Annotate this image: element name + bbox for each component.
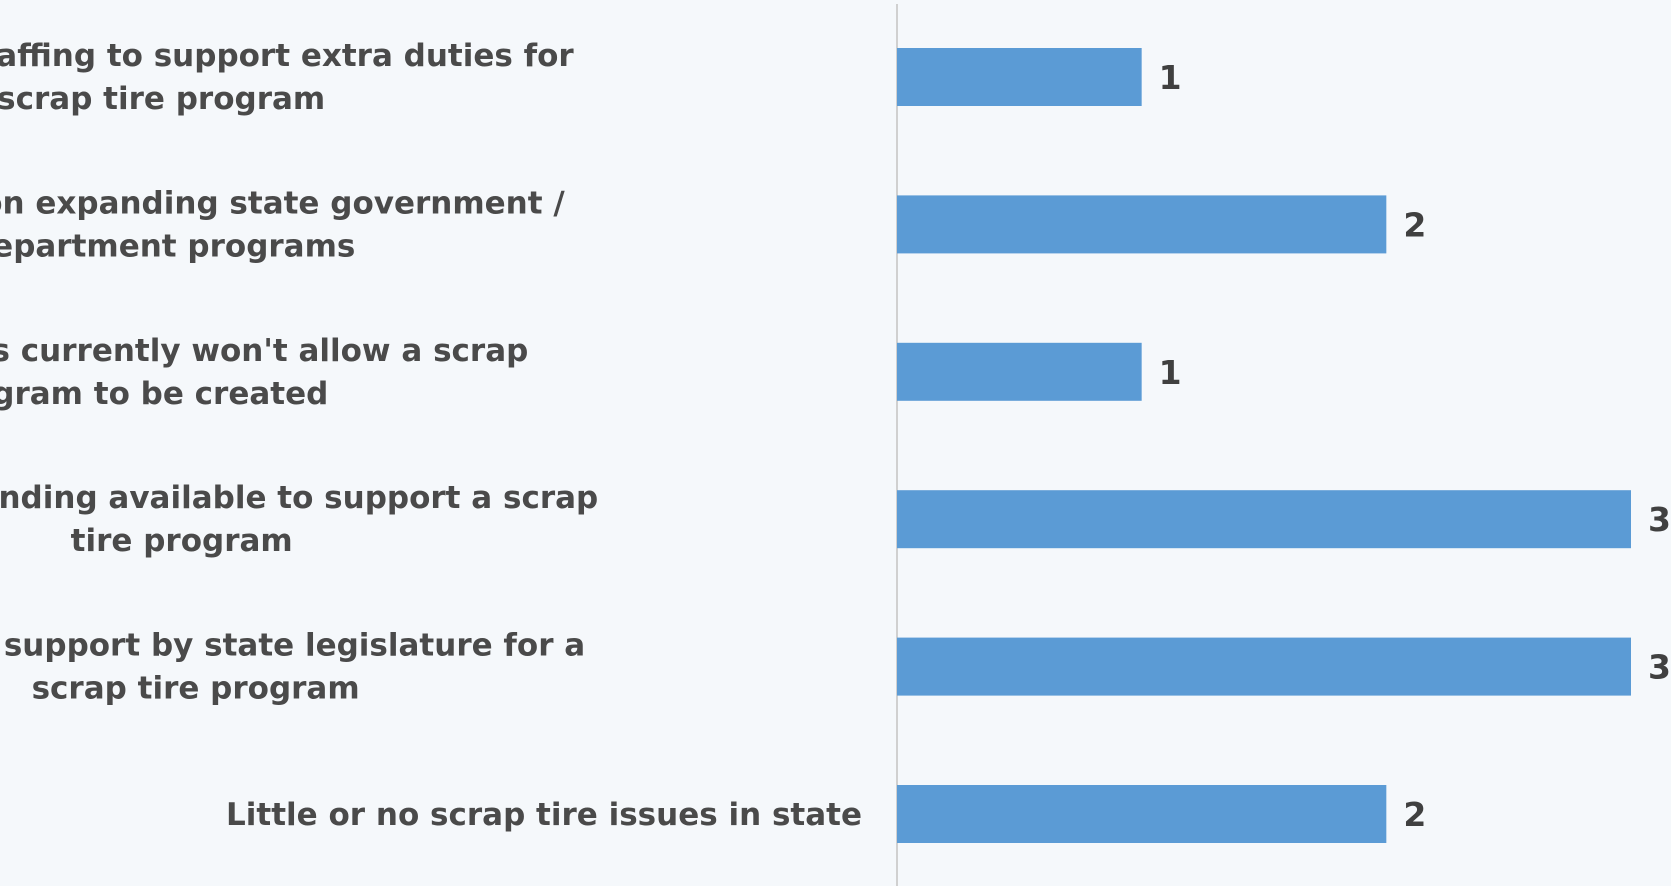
category-label-line: tire program — [71, 523, 293, 559]
category-label-line: department programs — [0, 228, 355, 264]
bar — [897, 637, 1631, 696]
bars-group: 1 Not enough staffing to support extra du… — [0, 38, 1671, 843]
category-label: Not enough staffing to support extra dut… — [0, 38, 574, 117]
category-label: State budget issues currently won't allo… — [0, 333, 528, 412]
category-label-line: Not enough staffing to support extra dut… — [0, 38, 574, 74]
category-label: No current support by state legislature … — [0, 628, 585, 707]
category-label: No current funding available to support … — [0, 480, 598, 559]
category-label-line: State budget issues currently won't allo… — [0, 333, 528, 369]
bar — [897, 342, 1142, 401]
bar — [897, 785, 1387, 843]
bar — [897, 48, 1142, 106]
category-label-line: tire program to be created — [0, 376, 328, 412]
data-label: 1 — [1159, 353, 1182, 392]
data-label: 2 — [1403, 795, 1426, 834]
category-label-line: Restrictions on expanding state governme… — [0, 185, 565, 221]
data-label: 3 — [1648, 648, 1671, 687]
data-label: 1 — [1159, 58, 1182, 97]
category-label-line: No current support by state legislature … — [0, 628, 585, 664]
category-label-line: Little or no scrap tire issues in state — [226, 797, 862, 833]
category-label-line: No current funding available to support … — [0, 480, 598, 516]
bar — [897, 490, 1631, 549]
category-label-line: scrap tire program — [0, 81, 325, 117]
category-label: Little or no scrap tire issues in state — [226, 797, 862, 833]
data-label: 3 — [1648, 500, 1671, 539]
category-label-line: scrap tire program — [32, 671, 360, 707]
bar — [897, 195, 1387, 254]
category-label: Restrictions on expanding state governme… — [0, 185, 565, 264]
data-label: 2 — [1403, 205, 1426, 244]
